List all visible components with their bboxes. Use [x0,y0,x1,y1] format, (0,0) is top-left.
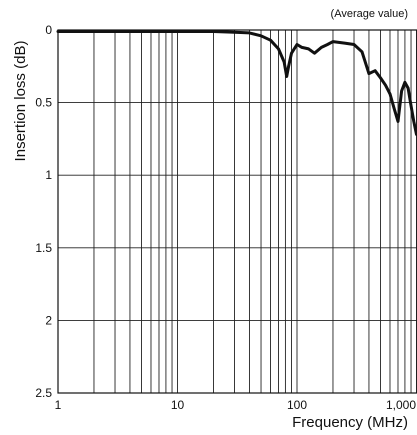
y-tick-label: 1 [45,168,52,182]
y-tick-labels: 0 0.5 1 1.5 2 2.5 [35,23,52,400]
y-tick-label: 1.5 [35,241,52,255]
y-tick-label: 0.5 [35,96,52,110]
x-tick-label: 1,000 [386,398,416,412]
x-tick-labels: 1 10 100 1,000 [55,398,417,412]
y-tick-label: 0 [45,23,52,37]
y-axis-title: Insertion loss (dB) [12,41,29,162]
insertion-loss-curve [56,30,417,136]
y-tick-label: 2 [45,313,52,327]
average-value-note: (Average value) [331,8,408,20]
x-tick-label: 10 [171,398,185,412]
x-tick-label: 100 [287,398,307,412]
plot-frame [57,29,417,394]
grid-lines [57,29,417,394]
y-tick-label: 2.5 [35,386,52,400]
x-tick-label: 1 [55,398,62,412]
x-axis-title: Frequency (MHz) [292,414,408,431]
